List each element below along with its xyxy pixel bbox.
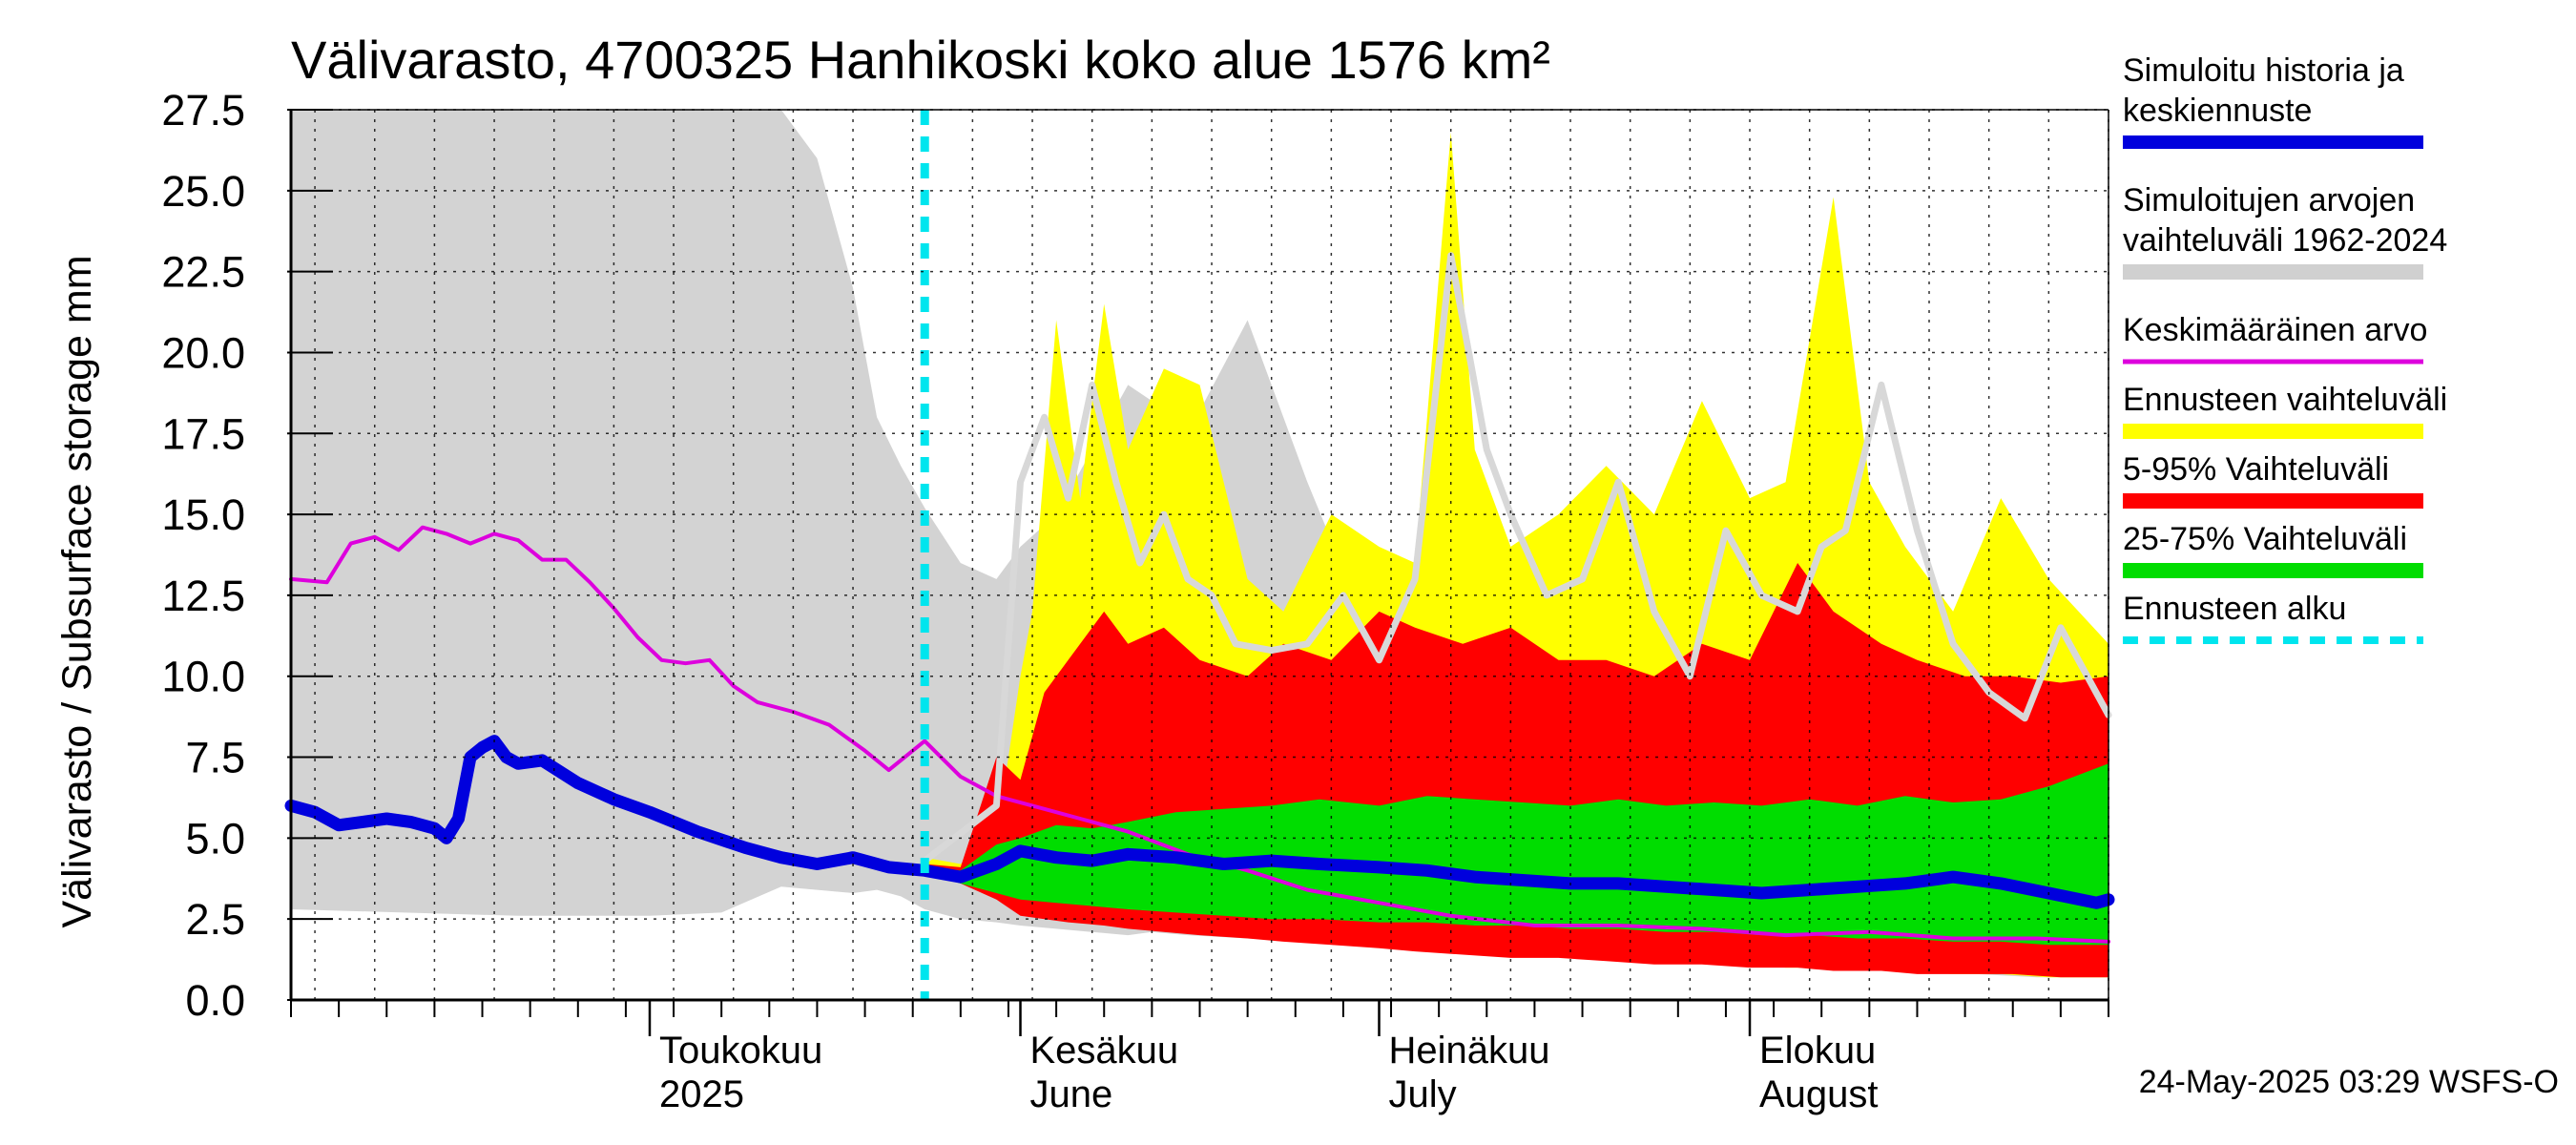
month-sublabel: June (1030, 1073, 1113, 1115)
legend-label: Simuloitu historia ja (2123, 52, 2404, 89)
chart-title: Välivarasto, 4700325 Hanhikoski koko alu… (291, 30, 1550, 90)
legend-label: 5-95% Vaihteluväli (2123, 451, 2389, 488)
month-sublabel: 2025 (659, 1073, 744, 1115)
y-tick-label: 0.0 (185, 976, 245, 1025)
chart-areas (291, 110, 2109, 978)
legend-label: Ennusteen vaihteluväli (2123, 382, 2447, 418)
forecast-median-line (921, 252, 2112, 864)
mean-line (289, 525, 2110, 944)
y-tick-label: 2.5 (185, 895, 245, 944)
y-tick-label: 17.5 (161, 409, 245, 458)
month-label: Heinäkuu (1388, 1030, 1549, 1072)
footer-timestamp: 24-May-2025 03:29 WSFS-O (2139, 1064, 2559, 1100)
p25-75-band (924, 763, 2109, 946)
legend-label: Keskimääräinen arvo (2123, 312, 2427, 348)
chart-lines (284, 110, 2115, 1000)
legend-label: vaihteluväli 1962-2024 (2123, 222, 2447, 259)
y-tick-label: 12.5 (161, 572, 245, 620)
y-tick-label: 5.0 (185, 814, 245, 863)
simulated-line (284, 735, 2115, 909)
y-tick-label: 20.0 (161, 328, 245, 377)
legend-label: Simuloitujen arvojen (2123, 182, 2415, 219)
legend: Simuloitu historia ja keskiennuste Simuloi… (2123, 52, 2447, 644)
y-tick-label: 15.0 (161, 490, 245, 539)
month-label: Elokuu (1759, 1030, 1876, 1072)
month-sublabel: August (1759, 1073, 1879, 1115)
y-tick-label: 10.0 (161, 653, 245, 701)
month-sublabel: July (1388, 1073, 1456, 1115)
month-label: Toukokuu (659, 1030, 822, 1072)
legend-label: keskiennuste (2123, 93, 2312, 129)
y-axis-label: Välivarasto / Subsurface storage mm (54, 255, 100, 927)
legend-label: 25-75% Vaihteluväli (2123, 521, 2407, 557)
chart-axes: 0.0 2.5 5.0 7.5 10.0 12.5 15.0 17.5 20.0 22.5 25.0… (161, 86, 2109, 1115)
legend-label: Ennusteen alku (2123, 591, 2346, 627)
y-tick-label: 25.0 (161, 167, 245, 216)
y-tick-label: 22.5 (161, 248, 245, 297)
y-tick-label: 7.5 (185, 734, 245, 782)
y-tick-label: 27.5 (161, 86, 245, 135)
month-label: Kesäkuu (1030, 1030, 1179, 1072)
